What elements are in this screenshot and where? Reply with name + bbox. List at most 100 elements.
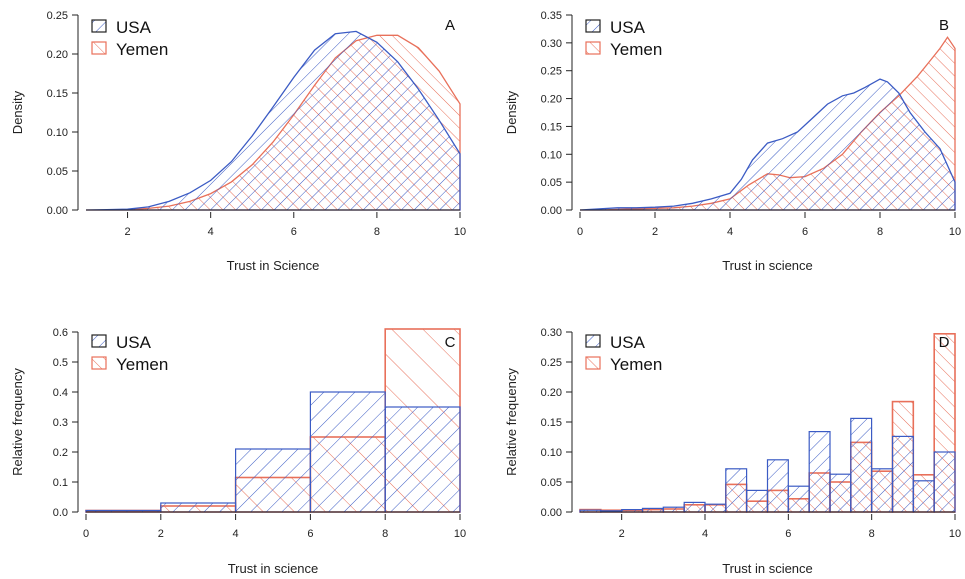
x-tick-label: 10 [454, 226, 466, 238]
bar-usa [704, 503, 727, 513]
bar-usa [787, 485, 810, 513]
bar-usa [641, 507, 664, 513]
y-tick-label: 0.20 [47, 49, 68, 61]
x-tick-label: 6 [291, 226, 297, 238]
legend-label-yemen: Yemen [610, 355, 662, 374]
x-tick-label: 8 [374, 226, 380, 238]
y-axis-label: Relative frequency [10, 368, 25, 476]
density-area-usa [579, 78, 956, 211]
x-tick-label: 0 [83, 528, 89, 540]
x-tick-label: 10 [454, 528, 466, 540]
x-tick-label: 4 [208, 226, 214, 238]
x-tick-label: 8 [382, 528, 388, 540]
panel-letter: B [939, 17, 949, 34]
legend-swatch-usa [91, 334, 107, 348]
x-tick-label: 2 [619, 528, 625, 540]
legend-swatch-usa [585, 19, 601, 33]
legend-swatch-yemen [91, 41, 107, 55]
bar-usa [766, 459, 789, 513]
x-tick-label: 4 [702, 528, 708, 540]
x-tick-label: 4 [727, 226, 733, 238]
legend-label-yemen: Yemen [116, 40, 168, 59]
panel-c: 0 2 4 6 8 10 0.0 0.1 0.2 0.3 0.4 0.5 0.6 Trust in sci… [10, 327, 466, 576]
x-tick-label: 10 [949, 226, 961, 238]
y-tick-label: 0.10 [47, 127, 68, 139]
legend-label-usa: USA [610, 333, 646, 352]
panel-a: 2 4 6 8 10 0.00 0.05 0.10 0.15 0.20 0.25 Trust in S… [10, 10, 466, 273]
bar-usa [309, 391, 386, 513]
bar-usa [829, 473, 852, 513]
bar-usa [746, 489, 769, 513]
y-tick-label: 0.35 [541, 10, 562, 22]
y-tick-label: 0.05 [541, 177, 562, 189]
y-tick-label: 0.3 [53, 417, 68, 429]
x-tick-label: 8 [869, 528, 875, 540]
x-axis-label: Trust in science [228, 561, 319, 576]
bar-usa [912, 480, 935, 513]
bar-usa [384, 406, 461, 513]
y-tick-label: 0.25 [541, 357, 562, 369]
y-tick-label: 0.30 [541, 327, 562, 339]
x-tick-label: 0 [577, 226, 583, 238]
legend-swatch-yemen [91, 356, 107, 370]
y-tick-label: 0.2 [53, 447, 68, 459]
y-tick-label: 0.00 [47, 205, 68, 217]
x-tick-label: 2 [652, 226, 658, 238]
x-tick-label: 6 [802, 226, 808, 238]
y-tick-label: 0.25 [47, 10, 68, 22]
bar-usa [933, 451, 956, 513]
y-tick-label: 0.20 [541, 94, 562, 106]
y-tick-label: 0.15 [47, 88, 68, 100]
x-tick-label: 6 [785, 528, 791, 540]
y-tick-label: 0.25 [541, 66, 562, 78]
x-tick-label: 2 [158, 528, 164, 540]
x-axis-label: Trust in science [722, 258, 813, 273]
legend-swatch-yemen [585, 356, 601, 370]
bar-usa [725, 468, 748, 513]
legend-swatch-yemen [585, 41, 601, 55]
y-tick-label: 0.10 [541, 149, 562, 161]
y-tick-label: 0.15 [541, 417, 562, 429]
bar-usa [871, 468, 894, 513]
bar-usa [160, 502, 237, 513]
bar-usa [891, 435, 914, 513]
panel-letter: D [939, 334, 950, 351]
y-tick-label: 0.20 [541, 387, 562, 399]
bar-usa [808, 431, 831, 513]
y-tick-label: 0.05 [47, 166, 68, 178]
legend-label-yemen: Yemen [610, 40, 662, 59]
legend-swatch-usa [585, 334, 601, 348]
y-tick-label: 0.1 [53, 477, 68, 489]
y-axis-label: Relative frequency [504, 368, 519, 476]
y-axis-label: Density [504, 90, 519, 134]
y-tick-label: 0.30 [541, 38, 562, 50]
x-axis-label: Trust in Science [227, 258, 320, 273]
y-tick-label: 0.4 [53, 387, 68, 399]
y-tick-label: 0.10 [541, 447, 562, 459]
y-tick-label: 0.5 [53, 357, 68, 369]
bar-usa [235, 448, 312, 513]
legend-swatch-usa [91, 19, 107, 33]
panel-letter: C [445, 334, 456, 351]
legend-label-usa: USA [610, 18, 646, 37]
y-axis-label: Density [10, 90, 25, 134]
x-tick-label: 4 [233, 528, 239, 540]
panel-b: 0 2 4 6 8 10 0.00 0.05 0.10 0.15 0.20 0.25 0.30 0.35 T… [504, 10, 961, 273]
y-tick-label: 0.6 [53, 327, 68, 339]
x-tick-label: 6 [307, 528, 313, 540]
x-tick-label: 8 [877, 226, 883, 238]
x-axis-label: Trust in science [722, 561, 813, 576]
x-tick-label: 10 [949, 528, 961, 540]
panel-letter: A [445, 17, 455, 34]
y-tick-label: 0.15 [541, 121, 562, 133]
bar-usa [683, 501, 706, 513]
legend-label-usa: USA [116, 18, 152, 37]
bar-usa [850, 417, 873, 513]
y-tick-label: 0.00 [541, 205, 562, 217]
legend-label-yemen: Yemen [116, 355, 168, 374]
legend-label-usa: USA [116, 333, 152, 352]
bar-usa [662, 506, 685, 513]
panel-d: 2 4 6 8 10 0.00 0.05 0.10 0.15 0.20 0.25 0.30 Trust … [504, 327, 961, 576]
density-area-usa [85, 30, 461, 211]
